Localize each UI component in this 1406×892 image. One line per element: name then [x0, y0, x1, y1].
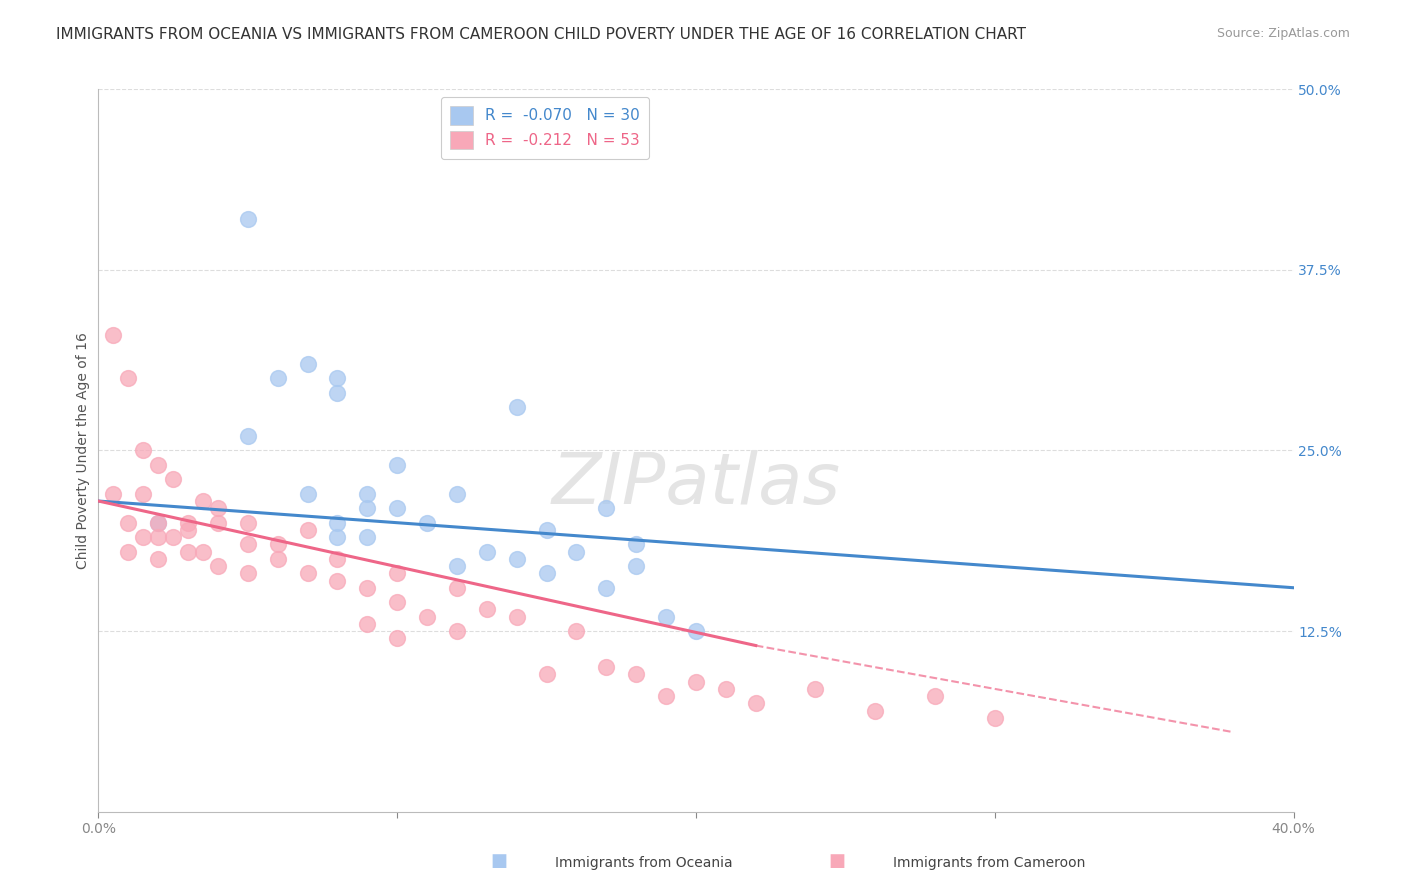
Point [565, 624, 588, 639]
Point [117, 371, 139, 385]
Point [506, 609, 529, 624]
Point [326, 385, 349, 400]
Point [655, 689, 678, 703]
Point [236, 429, 259, 443]
Point [297, 487, 319, 501]
Point [267, 371, 290, 385]
Point [506, 551, 529, 566]
Point [236, 537, 259, 551]
Text: Source: ZipAtlas.com: Source: ZipAtlas.com [1216, 27, 1350, 40]
Point [595, 660, 617, 674]
Point [595, 581, 617, 595]
Point [148, 551, 170, 566]
Point [326, 371, 349, 385]
Point [385, 458, 409, 472]
Point [714, 681, 737, 696]
Point [385, 595, 409, 609]
Point [536, 566, 558, 581]
Point [117, 544, 139, 558]
Point [191, 544, 214, 558]
Text: ■: ■ [491, 852, 508, 870]
Point [984, 711, 1007, 725]
Point [191, 494, 214, 508]
Point [924, 689, 946, 703]
Point [865, 704, 887, 718]
Text: Immigrants from Cameroon: Immigrants from Cameroon [893, 855, 1085, 870]
Point [595, 501, 617, 516]
Point [626, 667, 648, 681]
Point [207, 516, 229, 530]
Text: ZIPatlas: ZIPatlas [551, 450, 841, 519]
Point [132, 443, 155, 458]
Point [177, 544, 200, 558]
Point [148, 530, 170, 544]
Point [148, 458, 170, 472]
Point [326, 574, 349, 588]
Point [326, 551, 349, 566]
Point [148, 516, 170, 530]
Point [416, 609, 439, 624]
Point [626, 559, 648, 574]
Point [148, 516, 170, 530]
Point [162, 472, 184, 486]
Point [685, 674, 707, 689]
Point [103, 327, 125, 342]
Point [446, 487, 468, 501]
Point [162, 530, 184, 544]
Point [385, 632, 409, 646]
Legend: R =  -0.070   N = 30, R =  -0.212   N = 53: R = -0.070 N = 30, R = -0.212 N = 53 [440, 97, 650, 159]
Point [356, 581, 378, 595]
Point [326, 530, 349, 544]
Text: ■: ■ [828, 852, 845, 870]
Point [446, 624, 468, 639]
Point [356, 530, 378, 544]
Point [236, 516, 259, 530]
Point [297, 566, 319, 581]
Point [103, 487, 125, 501]
Point [326, 516, 349, 530]
Point [565, 544, 588, 558]
Y-axis label: Child Poverty Under the Age of 16: Child Poverty Under the Age of 16 [76, 332, 90, 569]
Point [506, 400, 529, 414]
Point [685, 624, 707, 639]
Point [207, 501, 229, 516]
Point [416, 516, 439, 530]
Point [267, 537, 290, 551]
Text: IMMIGRANTS FROM OCEANIA VS IMMIGRANTS FROM CAMEROON CHILD POVERTY UNDER THE AGE : IMMIGRANTS FROM OCEANIA VS IMMIGRANTS FR… [56, 27, 1026, 42]
Point [446, 581, 468, 595]
Point [177, 523, 200, 537]
Point [475, 544, 498, 558]
Point [132, 530, 155, 544]
Point [297, 523, 319, 537]
Point [626, 537, 648, 551]
Point [475, 602, 498, 616]
Point [132, 487, 155, 501]
Point [385, 501, 409, 516]
Point [536, 667, 558, 681]
Point [385, 566, 409, 581]
Point [536, 523, 558, 537]
Point [745, 696, 768, 710]
Point [804, 681, 827, 696]
Point [236, 566, 259, 581]
Point [236, 212, 259, 227]
Point [356, 616, 378, 631]
Point [356, 501, 378, 516]
Point [655, 609, 678, 624]
Point [207, 559, 229, 574]
Text: Immigrants from Oceania: Immigrants from Oceania [555, 855, 733, 870]
Point [267, 551, 290, 566]
Point [117, 516, 139, 530]
Point [177, 516, 200, 530]
Point [446, 559, 468, 574]
Point [356, 487, 378, 501]
Point [297, 357, 319, 371]
